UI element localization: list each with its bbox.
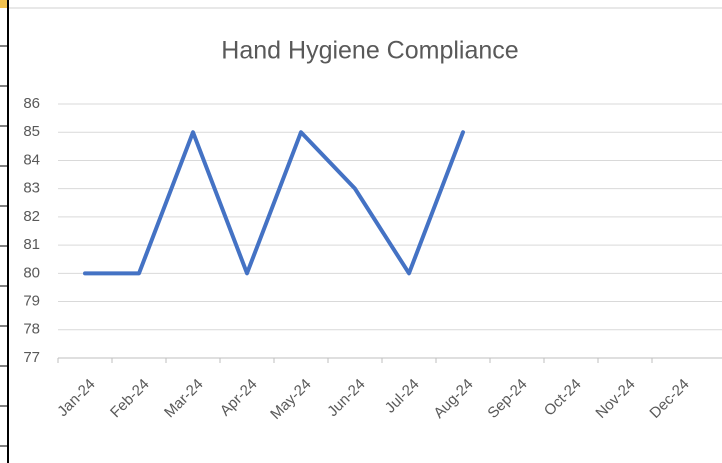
x-tick-label: Feb-24 [107, 376, 153, 422]
x-tick-label: Dec-24 [646, 376, 692, 422]
y-tick-label: 78 [23, 321, 40, 338]
y-tick-label: 80 [23, 264, 40, 281]
x-tick-label: Nov-24 [592, 376, 638, 422]
x-tick-label: Mar-24 [161, 376, 207, 422]
y-tick-label: 81 [23, 236, 40, 253]
y-tick-label: 85 [23, 123, 40, 140]
chart-title: Hand Hygiene Compliance [221, 37, 518, 65]
x-tick-label: Oct-24 [541, 376, 585, 420]
y-tick-label: 86 [23, 95, 40, 112]
x-tick-label: May-24 [267, 376, 314, 423]
x-tick-label: Aug-24 [430, 376, 476, 422]
y-tick-label: 83 [23, 180, 40, 197]
sheet-rows [0, 45, 8, 447]
x-tick-label: Sep-24 [484, 376, 530, 422]
data-line [83, 130, 465, 276]
y-tick-label: 77 [23, 349, 40, 366]
x-tick-label: Jul-24 [382, 376, 423, 417]
cell-corner [0, 0, 8, 8]
y-tick-label: 82 [23, 208, 40, 225]
x-tick-label: Jun-24 [324, 376, 368, 420]
y-tick-label: 79 [23, 293, 40, 310]
x-tick-label: Jan-24 [54, 376, 98, 420]
x-tick-label: Apr-24 [217, 376, 261, 420]
y-tick-label: 84 [23, 151, 40, 168]
